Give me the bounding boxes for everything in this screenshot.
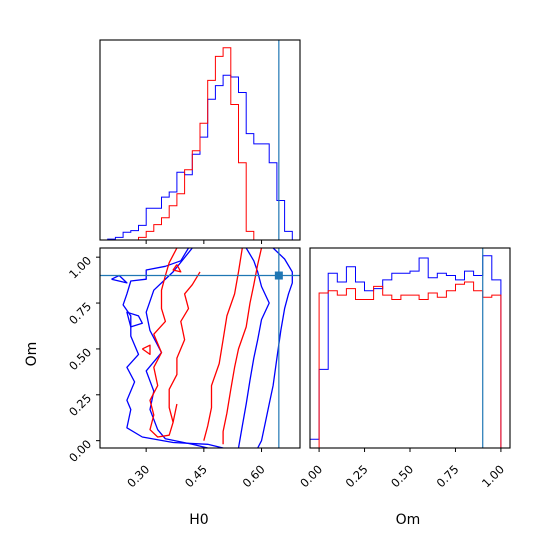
om-hist-series-0	[310, 256, 510, 448]
om-ytick-label-0: 0.00	[66, 437, 94, 465]
contour-lines	[112, 248, 293, 448]
contour-island-5	[112, 276, 127, 283]
contour-island-11	[173, 265, 181, 272]
contour-outer-left-6	[150, 248, 177, 437]
om-ytick-label-2: 0.50	[66, 345, 94, 373]
h0-xtick-label-1: 0.45	[182, 462, 210, 490]
contour-inner-right-3	[239, 248, 270, 448]
h0-marginal-panel	[100, 40, 300, 244]
contour-outer-0	[123, 248, 223, 448]
om-xtick-label-3: 0.75	[434, 462, 462, 490]
contour-island-10	[142, 345, 150, 354]
om-xtick-label-2: 0.50	[388, 462, 416, 490]
h0-xtick-label-2: 0.60	[240, 462, 268, 490]
om-y-axis-label: Om	[24, 342, 40, 367]
om-ytick-label-1: 0.25	[66, 391, 94, 419]
om-ytick-label-4: 1.00	[66, 253, 94, 281]
contour-inner-left-2	[146, 248, 208, 448]
h0-xtick-label-0: 0.30	[124, 462, 152, 490]
contour-inner-left-9	[169, 272, 200, 422]
om-ytick-label-3: 0.75	[66, 299, 94, 327]
om-xtick-label-0: 0.00	[297, 462, 325, 490]
om-marginal-frame	[310, 248, 510, 448]
truth-marker	[275, 272, 283, 280]
h0-hist-series-0	[100, 75, 300, 240]
contour-frame	[100, 248, 300, 448]
h0-hist-series-1	[100, 48, 300, 240]
om-xtick-label-1: 0.25	[343, 462, 371, 490]
h0-axis-label: H0	[189, 512, 208, 528]
om-axis-label: Om	[396, 512, 421, 528]
om-xtick-label-4: 1.00	[479, 462, 507, 490]
h0-om-contour-panel: 0.30 0.45 0.60 0.00 0.25 0.50 0.75 1.00	[66, 248, 300, 490]
om-marginal-panel: 0.00 0.25 0.50 0.75 1.00	[297, 248, 510, 490]
om-hist-series-1	[310, 282, 510, 448]
contour-inner-8	[204, 248, 243, 441]
